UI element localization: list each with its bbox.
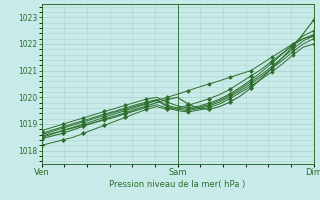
X-axis label: Pression niveau de la mer( hPa ): Pression niveau de la mer( hPa ) bbox=[109, 180, 246, 189]
